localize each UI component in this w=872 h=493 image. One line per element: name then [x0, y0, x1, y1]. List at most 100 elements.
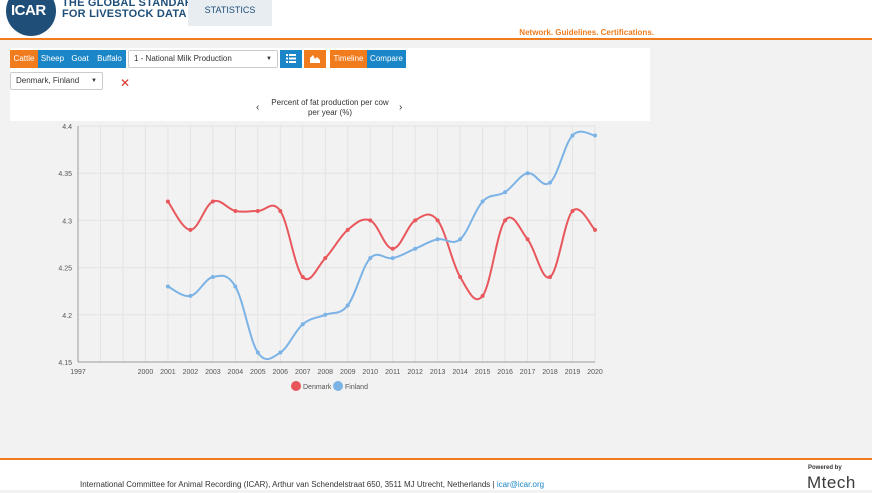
data-point-denmark — [525, 237, 530, 242]
data-point-finland — [345, 303, 350, 308]
data-point-denmark — [188, 227, 193, 232]
y-tick-label: 4.2 — [62, 313, 72, 320]
y-tick-label: 4.25 — [58, 266, 72, 273]
y-tick-label: 4.4 — [62, 124, 72, 131]
dataset-select[interactable]: 1 - National Milk Production ▼ — [128, 50, 278, 68]
chart-view-button[interactable] — [304, 50, 326, 68]
tagline: Network. Guidelines. Certifications. — [519, 28, 654, 37]
compare-button[interactable]: Compare — [367, 50, 406, 68]
data-point-denmark — [435, 218, 440, 223]
x-tick-label: 2014 — [452, 369, 468, 376]
species-sheep-button[interactable]: Sheep — [38, 50, 67, 68]
footer-address-line: International Committee for Animal Recor… — [80, 480, 545, 489]
data-point-denmark — [570, 208, 575, 213]
data-point-finland — [413, 246, 418, 251]
brand-line-1: THE GLOBAL STANDARD — [62, 0, 202, 9]
x-tick-label: 2018 — [542, 369, 558, 376]
x-tick-label: 2015 — [475, 369, 491, 376]
x-tick-label: 2007 — [295, 369, 311, 376]
caret-down-icon: ▼ — [266, 56, 272, 62]
data-point-finland — [188, 293, 193, 298]
data-point-finland — [255, 350, 260, 355]
data-point-denmark — [548, 275, 553, 280]
x-tick-label: 2005 — [250, 369, 266, 376]
data-point-finland — [548, 180, 553, 185]
legend-marker-finland — [333, 381, 343, 391]
data-point-finland — [435, 237, 440, 242]
x-tick-label: 2006 — [273, 369, 289, 376]
y-tick-label: 4.35 — [58, 171, 72, 178]
data-point-denmark — [165, 199, 170, 204]
x-tick-label: 2008 — [317, 369, 333, 376]
data-point-denmark — [300, 275, 305, 280]
chart-title-line-2: per year (%) — [307, 108, 352, 117]
chart-title-line-1: Percent of fat production per cow — [271, 98, 389, 107]
timeline-button[interactable]: Timeline — [330, 50, 367, 68]
species-cattle-button[interactable]: Cattle — [10, 50, 38, 68]
prev-chart-icon[interactable]: ‹ — [256, 102, 260, 113]
species-buffalo-button[interactable]: Buffalo — [93, 50, 126, 68]
clear-selection-icon[interactable]: ✕ — [120, 76, 131, 90]
data-point-denmark — [368, 218, 373, 223]
data-point-finland — [233, 284, 238, 289]
legend-label-denmark: Denmark — [303, 384, 332, 391]
x-tick-label: 2012 — [407, 369, 423, 376]
y-tick-label: 4.15 — [58, 360, 72, 367]
data-point-finland — [165, 284, 170, 289]
data-point-finland — [300, 322, 305, 327]
x-tick-label: 2004 — [228, 369, 244, 376]
controls-panel: Cattle Sheep Goat Buffalo 1 - National M… — [10, 48, 650, 121]
x-tick-label: 2011 — [385, 369, 400, 376]
series-line-finland — [167, 130, 596, 361]
data-point-denmark — [255, 208, 260, 213]
brand-name: THE GLOBAL STANDARD FOR LIVESTOCK DATA — [62, 0, 201, 20]
countries-select[interactable]: Denmark, Finland ▼ — [10, 72, 103, 90]
site-footer: International Committee for Animal Recor… — [0, 458, 872, 492]
data-point-finland — [390, 256, 395, 261]
x-tick-label: 2020 — [587, 369, 603, 376]
icar-logo[interactable]: ICAR — [6, 0, 56, 36]
data-point-finland — [210, 275, 215, 280]
data-point-denmark — [278, 208, 283, 213]
data-point-finland — [368, 256, 373, 261]
data-point-denmark — [503, 218, 508, 223]
series-line-denmark — [167, 199, 596, 301]
list-icon — [286, 54, 296, 63]
dataset-select-value: 1 - National Milk Production — [134, 54, 232, 63]
data-point-denmark — [480, 293, 485, 298]
species-goat-button[interactable]: Goat — [67, 50, 93, 68]
caret-down-icon: ▼ — [91, 78, 97, 84]
x-tick-label: 2009 — [340, 369, 356, 376]
data-point-denmark — [458, 275, 463, 280]
x-tick-label: 2002 — [183, 369, 199, 376]
x-tick-label: 2013 — [430, 369, 446, 376]
x-tick-label: 2001 — [160, 369, 176, 376]
logo-text: ICAR — [11, 2, 46, 19]
site-header: ICAR THE GLOBAL STANDARD FOR LIVESTOCK D… — [0, 0, 872, 40]
tab-statistics[interactable]: STATISTICS — [188, 0, 272, 26]
chart-title: Percent of fat production per cow per ye… — [260, 98, 400, 118]
x-tick-label: 2000 — [138, 369, 154, 376]
footer-email-link[interactable]: icar@icar.org — [496, 480, 545, 489]
footer-address: International Committee for Animal Recor… — [80, 480, 491, 489]
data-point-finland — [278, 350, 283, 355]
powered-by-label: Powered by — [808, 465, 842, 471]
data-point-denmark — [323, 256, 328, 261]
mtech-logo[interactable]: Mtech — [807, 473, 856, 492]
data-point-finland — [593, 133, 597, 138]
data-point-denmark — [345, 227, 350, 232]
data-point-finland — [480, 199, 485, 204]
data-point-denmark — [210, 199, 215, 204]
x-tick-label: 2016 — [497, 369, 513, 376]
y-tick-label: 4.3 — [62, 218, 72, 225]
brand-line-2: FOR LIVESTOCK DATA — [62, 8, 187, 20]
data-point-denmark — [593, 227, 597, 232]
countries-select-value: Denmark, Finland — [16, 76, 80, 85]
x-tick-label: 2017 — [520, 369, 536, 376]
data-point-finland — [525, 171, 530, 176]
data-point-denmark — [390, 246, 395, 251]
next-chart-icon[interactable]: › — [399, 102, 403, 113]
data-point-finland — [570, 133, 575, 138]
data-point-denmark — [413, 218, 418, 223]
list-view-button[interactable] — [280, 50, 302, 68]
